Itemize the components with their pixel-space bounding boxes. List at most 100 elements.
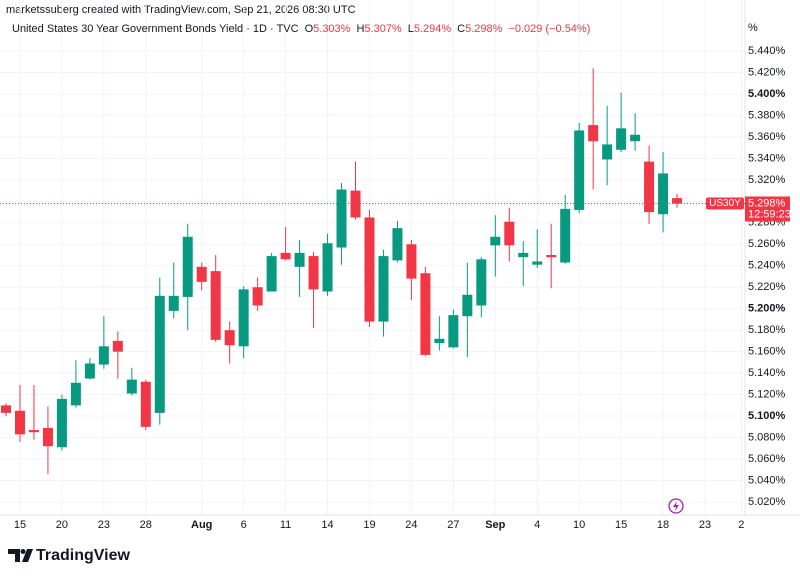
legend-key: L	[408, 23, 414, 35]
candle-body	[602, 144, 613, 160]
y-tick-label: 5.360%	[748, 131, 786, 143]
candle-body	[14, 410, 25, 435]
x-tick-label: 15	[615, 519, 627, 531]
candle-body	[70, 382, 81, 406]
y-tick-label: 5.120%	[748, 389, 786, 401]
symbol-badge	[706, 197, 744, 210]
caption: marketssuberg created with TradingView.c…	[6, 4, 356, 16]
y-tick-label: 5.140%	[748, 367, 786, 379]
candle-body	[588, 125, 599, 142]
candle-body	[294, 252, 305, 267]
candle-body	[448, 315, 459, 348]
candle-body	[126, 379, 137, 394]
logo-mark	[8, 549, 33, 562]
candle-body	[350, 190, 361, 218]
legend-value: 5.294%	[414, 23, 452, 35]
y-tick-label: 5.020%	[748, 496, 786, 508]
candle-body	[476, 259, 487, 306]
x-tick-label: 24	[405, 519, 417, 531]
candle-body	[504, 221, 515, 246]
y-tick-label: 5.340%	[748, 152, 786, 164]
legend-value: 5.298%	[465, 23, 503, 35]
price-label: 5.298%	[748, 197, 786, 209]
x-tick-label: 27	[447, 519, 459, 531]
x-tick-label: 18	[657, 519, 669, 531]
symbol-label: US30Y	[709, 198, 741, 209]
candle-body	[672, 198, 683, 204]
y-tick-label: 5.160%	[748, 346, 786, 358]
y-tick-label: 5.400%	[748, 88, 786, 100]
logo: TradingView	[8, 547, 131, 564]
x-tick-label: 23	[699, 519, 711, 531]
candle-body	[616, 128, 627, 150]
candle-body	[560, 208, 571, 263]
y-tick-label: 5.380%	[748, 109, 786, 121]
legend-key: H	[356, 23, 364, 35]
y-tick-label: 5.200%	[748, 303, 786, 315]
candle-body	[56, 398, 67, 448]
x-tick-label: 10	[573, 519, 585, 531]
legend-values: O5.303% H5.307% L5.294% C5.298% −0.029 (−0.5…	[305, 23, 591, 35]
candle-body	[518, 252, 529, 258]
x-tick-label: 28	[140, 519, 152, 531]
candle-body	[574, 130, 585, 210]
candle-body	[308, 256, 319, 290]
y-tick-label: 5.440%	[748, 45, 786, 57]
candle-body	[658, 173, 669, 215]
x-tick-label: 15	[14, 519, 26, 531]
y-tick-label: 5.240%	[748, 260, 786, 272]
x-tick-label: 6	[241, 519, 247, 531]
candle-body	[532, 261, 543, 265]
candle-body	[322, 243, 333, 292]
legend-key: C	[457, 23, 465, 35]
candle-body	[28, 430, 39, 433]
legend-change: −0.029 (−0.54%)	[508, 23, 590, 35]
alert-icon-bolt	[673, 501, 679, 511]
candle-body	[266, 256, 277, 292]
candle-body	[490, 236, 501, 246]
y-tick-label: 5.420%	[748, 66, 786, 78]
candle-body	[84, 363, 95, 379]
y-tick-label: 5.220%	[748, 281, 786, 293]
logo-dot	[20, 549, 26, 554]
candles	[1, 68, 683, 475]
y-tick-label: 5.260%	[748, 238, 786, 250]
candle-body	[140, 381, 151, 427]
candle-body	[420, 273, 431, 355]
candle-body	[210, 271, 221, 340]
candle-body	[630, 134, 641, 142]
candle-body	[434, 338, 445, 344]
x-tick-label: 14	[321, 519, 333, 531]
price-badge	[745, 196, 790, 222]
candle-body	[336, 189, 347, 248]
candle-body	[462, 294, 473, 317]
y-tick-label: 5.080%	[748, 431, 786, 443]
y-tick-label: 5.060%	[748, 453, 786, 465]
y-tick-label: 5.180%	[748, 324, 786, 336]
x-tick-label: 23	[98, 519, 110, 531]
countdown-label: 12:59:23	[748, 208, 791, 220]
candle-body	[168, 295, 179, 311]
x-tick-label: 19	[363, 519, 375, 531]
candle-body	[224, 330, 235, 346]
candle-body	[364, 217, 375, 322]
candle-body	[238, 289, 249, 347]
x-tick-label: 11	[280, 519, 291, 531]
x-tick-label: 20	[56, 519, 68, 531]
candle-body	[280, 252, 291, 260]
x-tick-label: Aug	[191, 519, 212, 531]
y-tick-label: 5.040%	[748, 474, 786, 486]
x-tick-label: Sep	[485, 519, 505, 531]
candle-body	[378, 256, 389, 322]
candle-body	[196, 266, 207, 282]
legend-title: United States 30 Year Government Bonds Y…	[12, 23, 299, 35]
candle-body	[252, 287, 263, 306]
candle-body	[154, 295, 165, 413]
y-tick-label: 5.320%	[748, 174, 786, 186]
legend-value: 5.303%	[313, 23, 351, 35]
legend-key: O	[305, 23, 314, 35]
candle-body	[406, 244, 417, 279]
x-tick-label: 2	[738, 519, 744, 531]
